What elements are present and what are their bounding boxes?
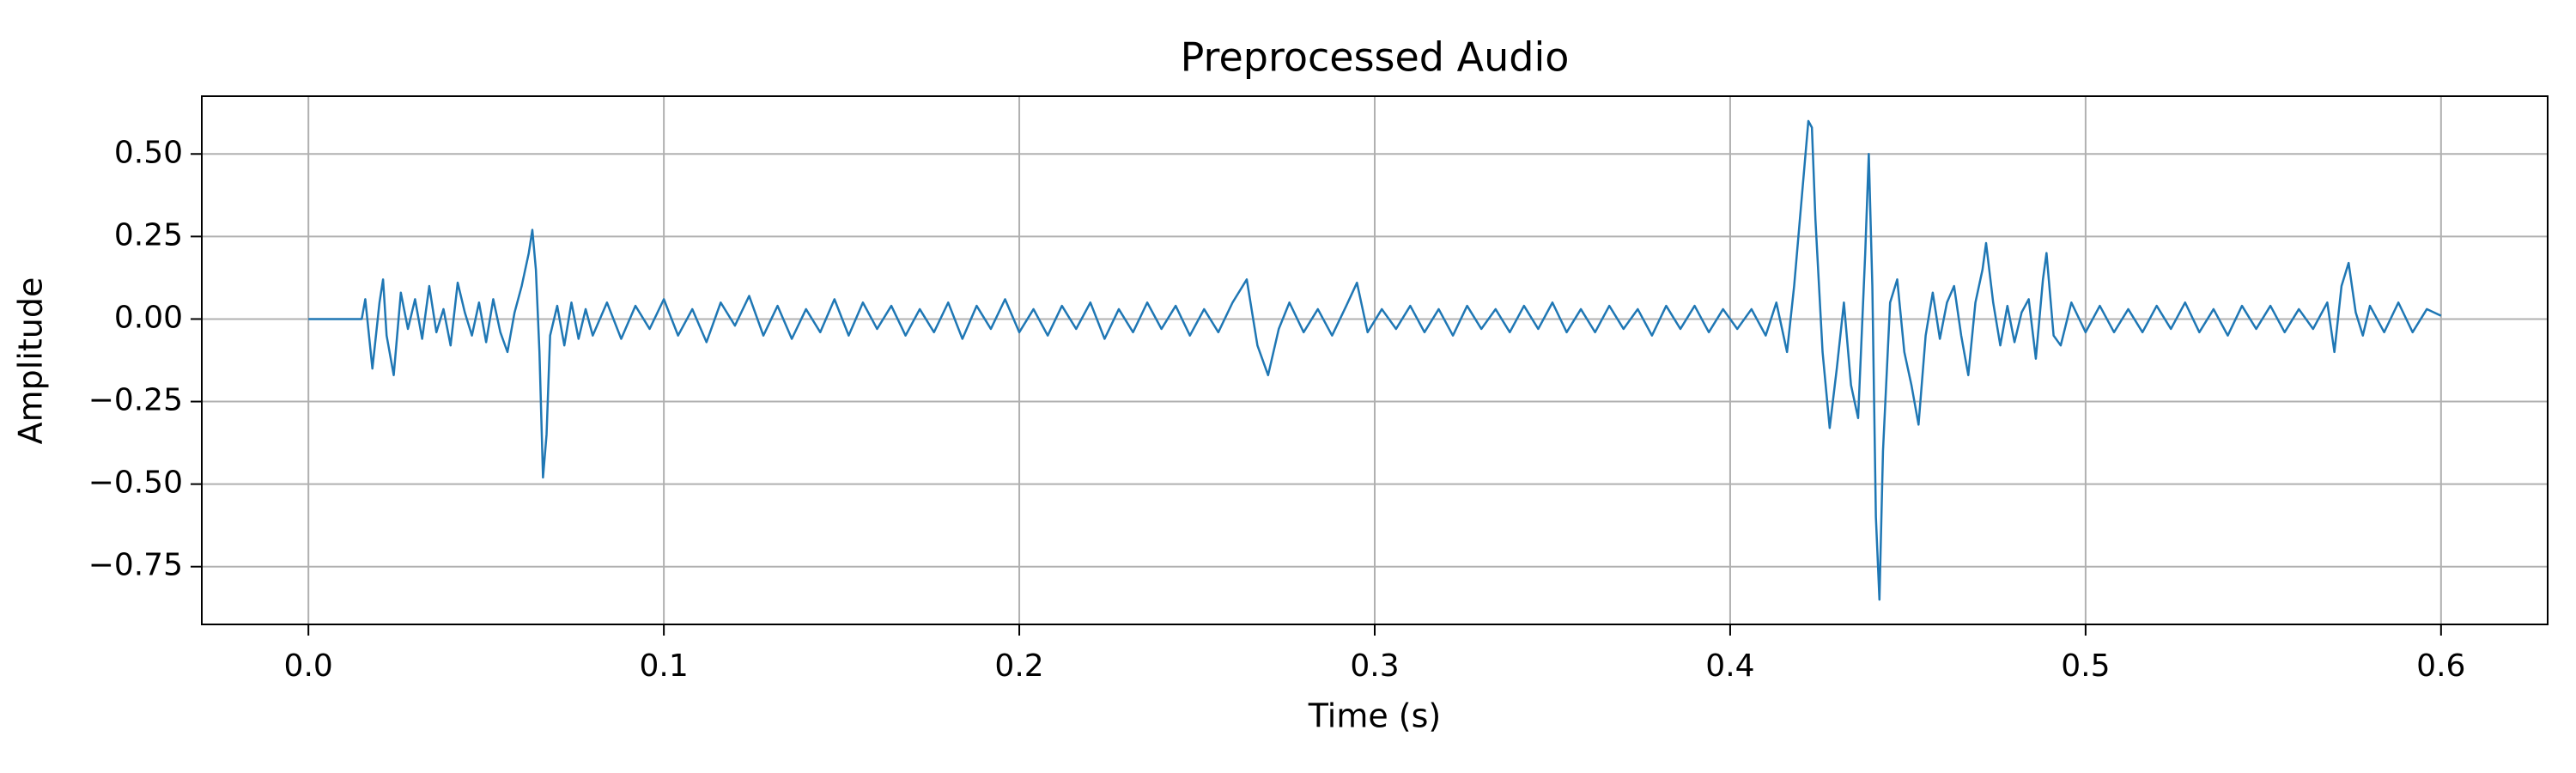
- y-axis-label: Amplitude: [12, 277, 50, 445]
- y-tick-label: 0.25: [114, 217, 183, 253]
- x-tick-label: 0.3: [1350, 648, 1399, 684]
- y-tick-label: −0.50: [88, 466, 183, 501]
- x-tick-label: 0.4: [1705, 648, 1754, 684]
- x-tick-label: 0.6: [2416, 648, 2465, 684]
- waveform-line: [308, 119, 2442, 601]
- y-tick-label: 0.00: [114, 300, 183, 335]
- x-tick-label: 0.5: [2061, 648, 2110, 684]
- y-tick-label: 0.50: [114, 135, 183, 170]
- x-axis-label: Time (s): [1308, 697, 1442, 735]
- x-tick-label: 0.2: [994, 648, 1043, 684]
- y-tick-label: −0.25: [88, 383, 183, 418]
- y-tick-label: −0.75: [88, 548, 183, 583]
- chart-title: Preprocessed Audio: [1181, 34, 1570, 81]
- x-tick-label: 0.1: [639, 648, 688, 684]
- plot-frame: [201, 95, 2549, 625]
- x-tick-label: 0.0: [284, 648, 333, 684]
